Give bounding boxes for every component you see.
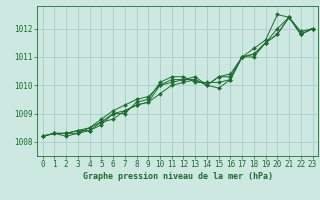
X-axis label: Graphe pression niveau de la mer (hPa): Graphe pression niveau de la mer (hPa) — [83, 172, 273, 181]
